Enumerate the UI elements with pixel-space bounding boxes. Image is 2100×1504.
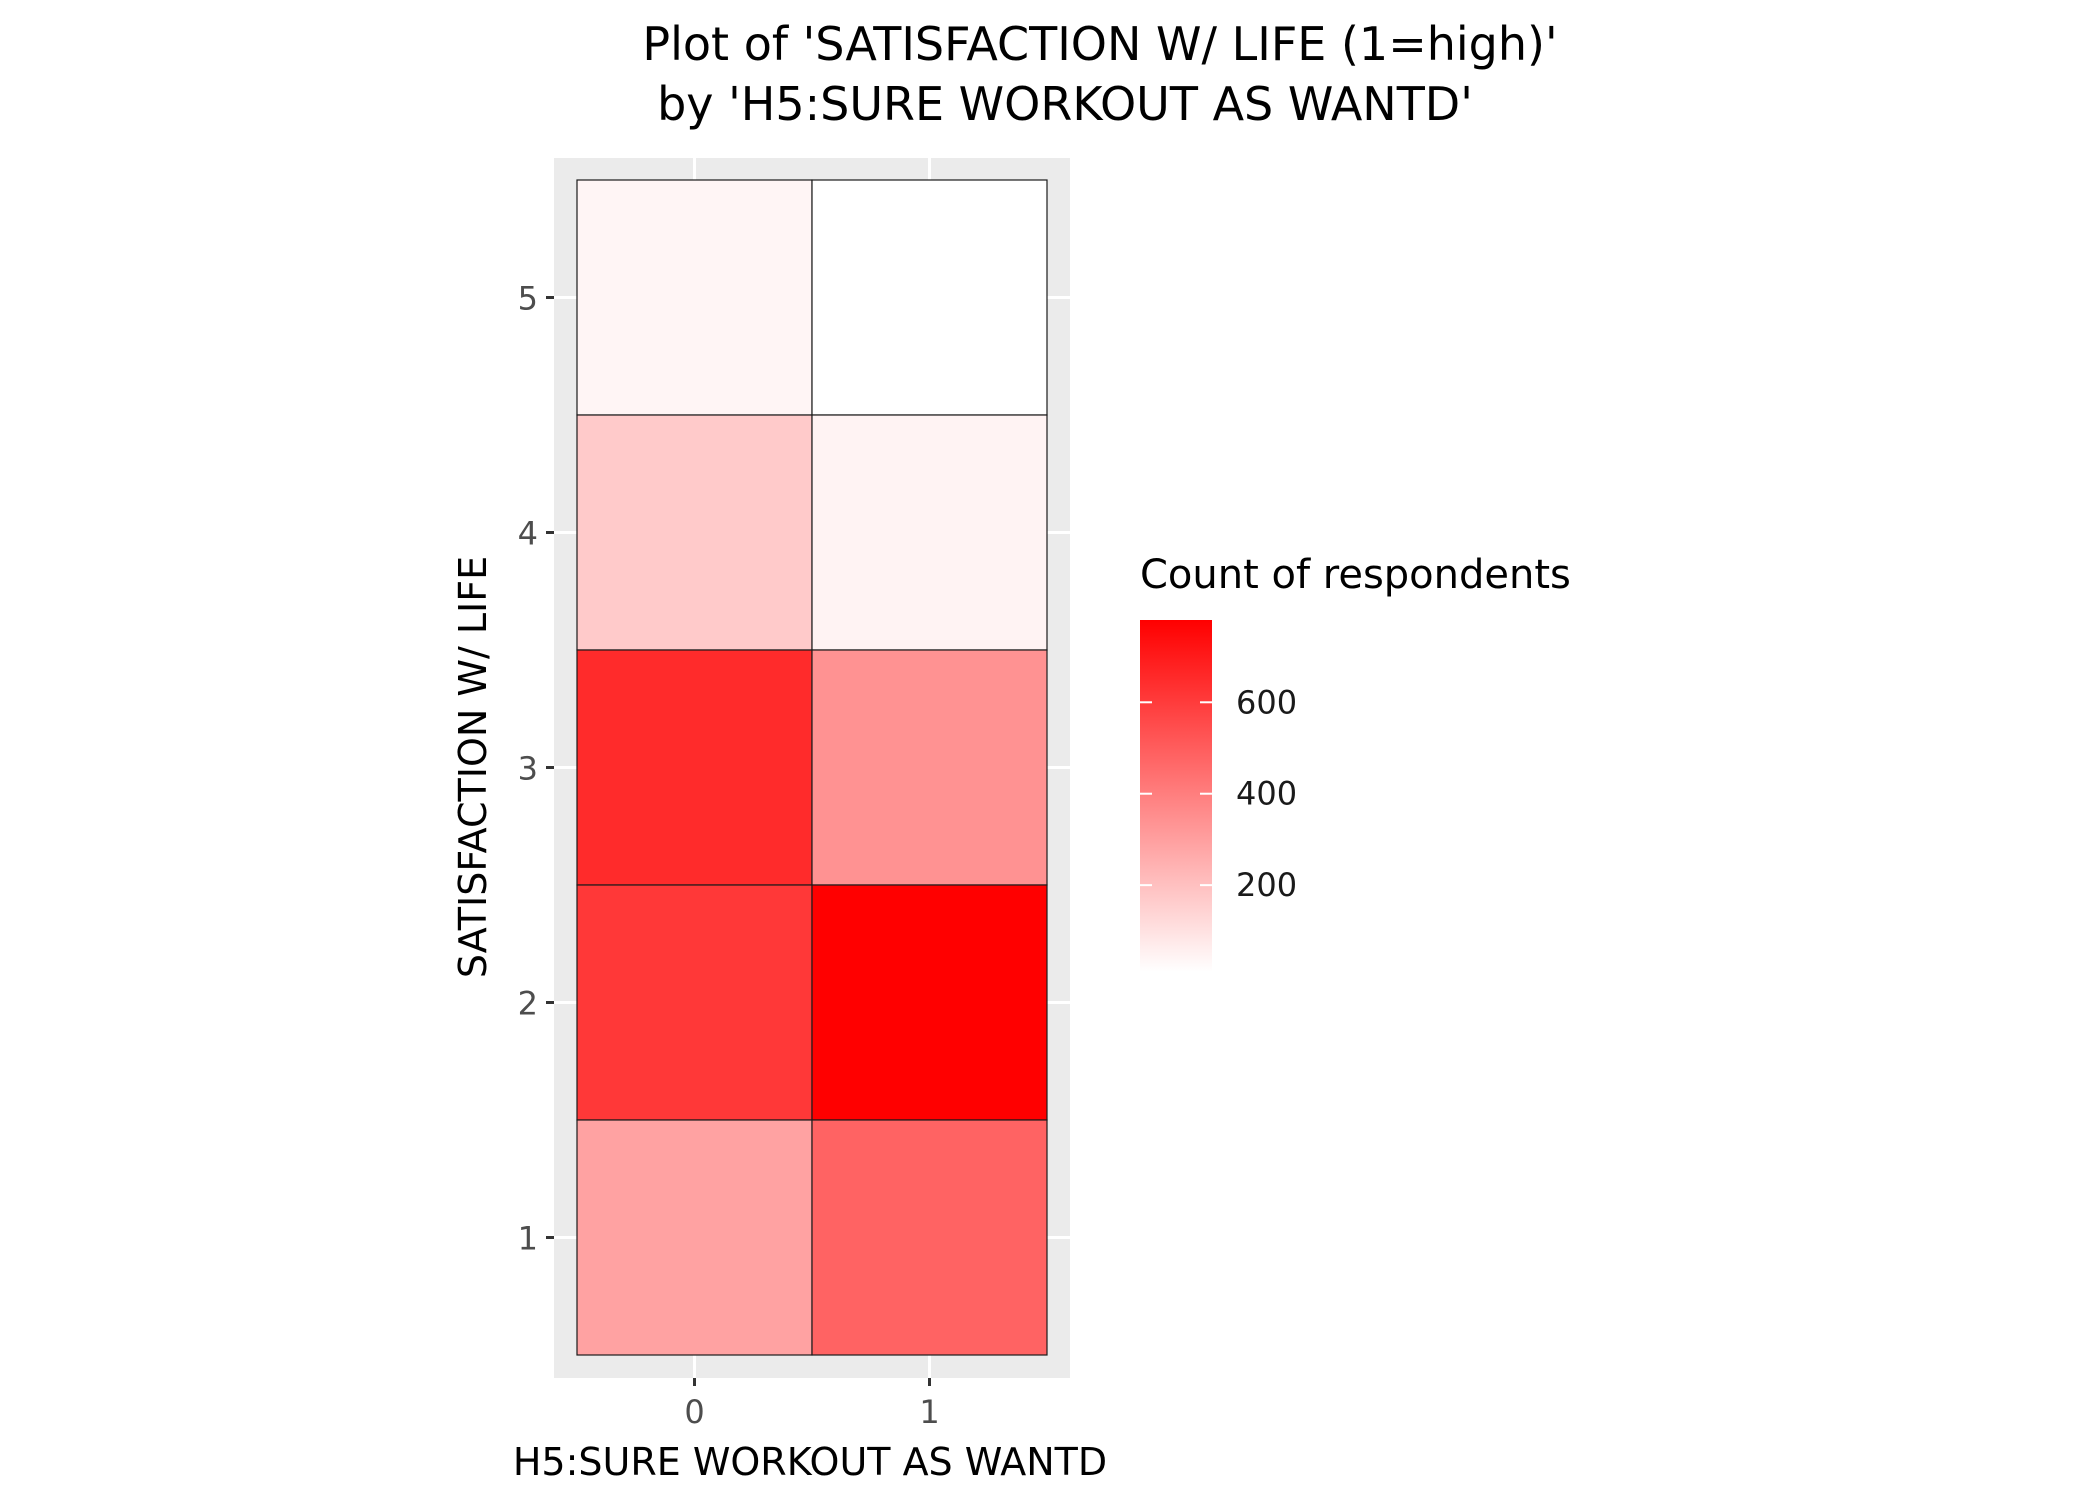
heatmap-cell bbox=[576, 649, 813, 886]
heatmap-cell bbox=[811, 414, 1048, 651]
heatmap-cell bbox=[811, 1119, 1048, 1356]
legend-tick-label: 400 bbox=[1236, 775, 1297, 813]
heatmap-cell bbox=[576, 1119, 813, 1356]
heatmap-cell bbox=[811, 179, 1048, 416]
chart-title: Plot of 'SATISFACTION W/ LIFE (1=high)' bbox=[642, 17, 1557, 71]
legend-tick-label: 600 bbox=[1236, 683, 1297, 721]
y-axis-label: SATISFACTION W/ LIFE bbox=[451, 556, 495, 978]
y-tick-label: 5 bbox=[518, 280, 538, 318]
x-axis-label: H5:SURE WORKOUT AS WANTD bbox=[513, 1440, 1107, 1484]
heatmap-cell bbox=[811, 884, 1048, 1121]
heatmap-cell bbox=[576, 179, 813, 416]
heatmap-cells bbox=[576, 179, 1048, 1356]
legend-tick-label: 200 bbox=[1236, 866, 1297, 904]
y-tick-label: 3 bbox=[518, 750, 538, 788]
chart-subtitle: by 'H5:SURE WORKOUT AS WANTD' bbox=[657, 77, 1473, 131]
y-tick-label: 2 bbox=[518, 985, 538, 1023]
y-axis: 1 2 3 4 5 bbox=[518, 280, 554, 1258]
heatmap-cell bbox=[576, 884, 813, 1121]
x-tick-label: 1 bbox=[919, 1393, 939, 1431]
heatmap-cell bbox=[811, 649, 1048, 886]
legend-colorbar bbox=[1140, 620, 1212, 972]
y-tick-label: 4 bbox=[518, 515, 538, 553]
y-tick-label: 1 bbox=[518, 1220, 538, 1258]
x-tick-label: 0 bbox=[684, 1393, 704, 1431]
heatmap-cell bbox=[576, 414, 813, 651]
color-legend: Count of respondents 200 400 600 bbox=[1140, 552, 1571, 972]
legend-title: Count of respondents bbox=[1140, 552, 1571, 598]
